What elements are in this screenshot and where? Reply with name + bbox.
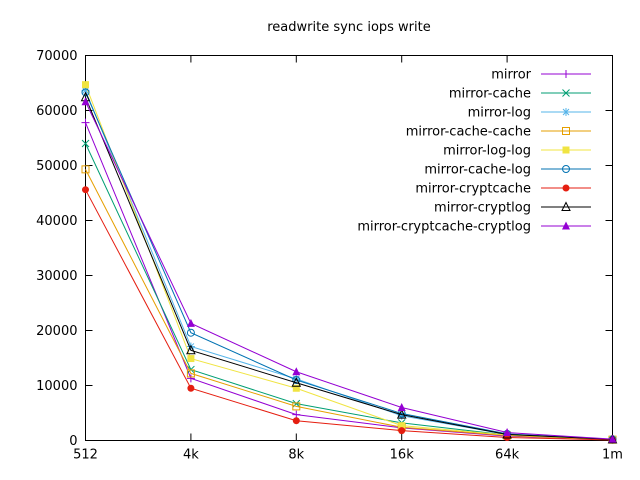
legend-label-mirror-cache-cache: mirror-cache-cache [406,125,531,140]
x-tick-label: 16k [390,448,415,463]
legend-label-mirror-cryptcache-cryptlog: mirror-cryptcache-cryptlog [357,220,531,235]
legend-entry-mirror-cryptlog [541,201,591,211]
x-tick-label: 512 [73,448,98,463]
chart-title: readwrite sync iops write [267,20,431,35]
x-tick-label: 8k [288,448,304,463]
legend-label-mirror-cryptcache: mirror-cryptcache [415,182,531,197]
y-tick-label: 70000 [36,49,77,64]
y-tick-label: 60000 [36,104,77,119]
legend-entry-mirror [541,70,591,78]
x-axis [85,55,613,441]
series-mirror-cryptlog [80,91,618,444]
legend [541,70,591,230]
legend-label-mirror-cache: mirror-cache [449,87,531,102]
y-tick-label: 50000 [36,159,77,174]
series-mirror-cryptcache-cryptlog [81,97,617,443]
series-mirror-cache-cache [81,165,617,444]
series-mirror-cryptcache [82,186,616,444]
legend-label-mirror-log: mirror-log [468,106,531,121]
x-tick-label: 64k [495,448,520,463]
legend-entry-mirror-cache-log [541,165,591,173]
y-tick-label: 20000 [36,324,77,339]
x-tick-label: 1m [602,448,623,463]
legend-label-mirror-cache-log: mirror-cache-log [424,163,531,178]
plot-border [85,55,613,441]
y-axis [85,55,613,441]
x-tick-label: 4k [183,448,199,463]
legend-entry-mirror-cryptcache-cryptlog [541,221,591,230]
legend-label-mirror-log-log: mirror-log-log [443,144,531,159]
y-tick-label: 10000 [36,379,77,394]
legend-entry-mirror-cryptcache [541,184,591,192]
legend-label-mirror-cryptlog: mirror-cryptlog [434,201,531,216]
legend-entry-mirror-log [541,108,591,116]
y-tick-label: 30000 [36,269,77,284]
legend-entry-mirror-cache [541,89,591,97]
legend-entry-mirror-cache-cache [541,127,591,135]
legend-entry-mirror-log-log [541,146,591,154]
y-tick-label: 0 [69,434,77,449]
legend-label-mirror: mirror [491,68,531,83]
y-tick-label: 40000 [36,214,77,229]
